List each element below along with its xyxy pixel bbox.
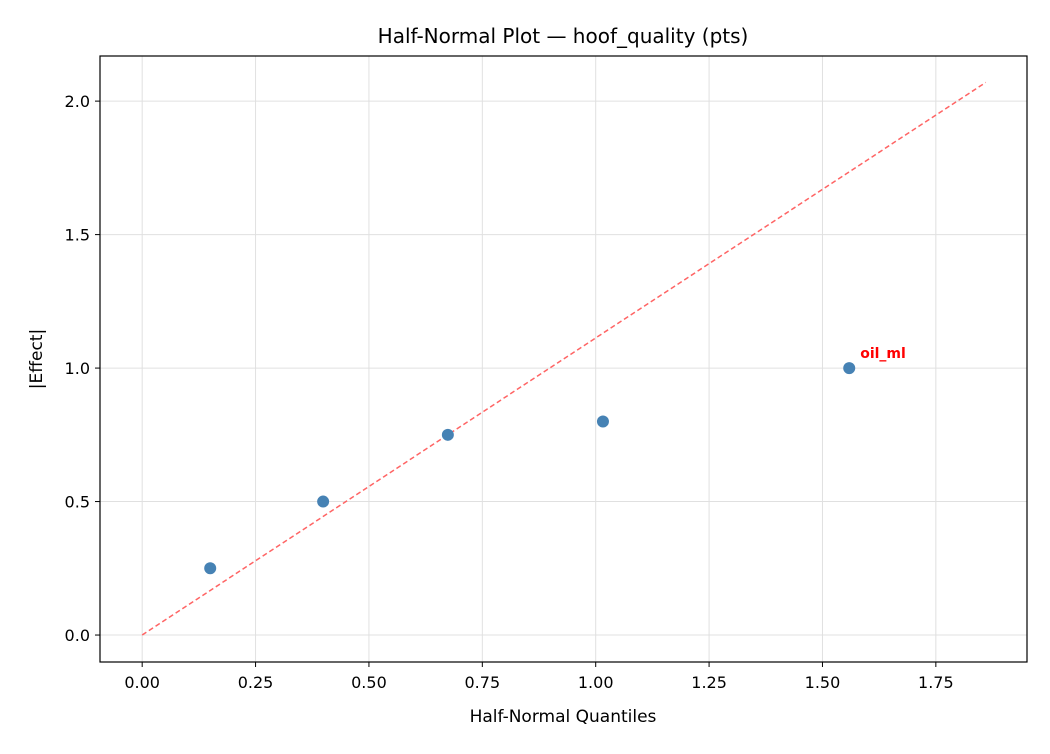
- x-tick-label: 0.00: [124, 673, 160, 692]
- y-axis-label: |Effect|: [27, 329, 47, 389]
- data-point: [596, 415, 609, 428]
- points: [204, 362, 856, 575]
- data-point: [204, 562, 217, 575]
- reference-line: [141, 81, 987, 636]
- y-tick-label: 1.0: [65, 359, 90, 378]
- x-axis-ticks: 0.00 0.25 0.50 0.75 1.00 1.25 1.50 1.75: [124, 662, 954, 692]
- x-tick-label: 1.75: [918, 673, 954, 692]
- x-axis-label: Half-Normal Quantiles: [470, 707, 657, 727]
- x-tick-label: 1.50: [805, 673, 841, 692]
- x-tick-label: 1.25: [691, 673, 727, 692]
- y-tick-label: 0.5: [65, 493, 90, 512]
- data-point: [441, 428, 454, 441]
- y-tick-label: 1.5: [65, 226, 90, 245]
- data-point: [843, 362, 856, 375]
- annotations: oil_ml: [860, 346, 906, 362]
- point-annotation: oil_ml: [860, 346, 906, 362]
- chart-title: Half-Normal Plot — hoof_quality (pts): [378, 24, 749, 48]
- x-tick-label: 1.00: [578, 673, 614, 692]
- x-tick-label: 0.50: [351, 673, 387, 692]
- plot-frame: [99, 55, 1028, 663]
- y-axis-ticks: 0.0 0.5 1.0 1.5 2.0: [65, 92, 100, 645]
- data-point: [317, 495, 330, 508]
- y-tick-label: 0.0: [65, 626, 90, 645]
- y-tick-label: 2.0: [65, 92, 90, 111]
- x-tick-label: 0.75: [465, 673, 501, 692]
- x-tick-label: 0.25: [238, 673, 274, 692]
- grid: [100, 56, 1027, 662]
